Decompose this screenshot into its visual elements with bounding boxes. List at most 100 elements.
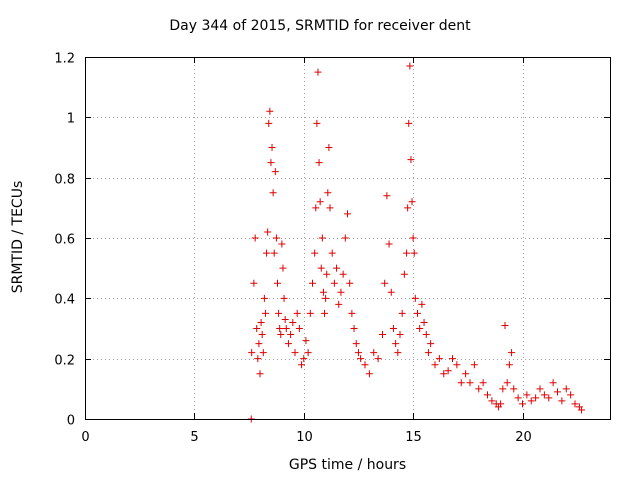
data-point bbox=[255, 340, 263, 348]
data-point bbox=[291, 349, 299, 357]
data-point bbox=[422, 331, 430, 339]
data-point bbox=[508, 349, 516, 357]
data-point bbox=[337, 288, 345, 296]
x-axis-label: GPS time / hours bbox=[288, 457, 407, 473]
data-point bbox=[479, 379, 487, 387]
data-point bbox=[449, 355, 456, 363]
data-point bbox=[263, 249, 271, 257]
data-point bbox=[562, 385, 570, 393]
y-tick-label: 0 bbox=[67, 414, 75, 429]
data-point bbox=[271, 168, 279, 176]
data-point bbox=[267, 159, 275, 167]
data-point bbox=[406, 62, 414, 70]
data-point bbox=[322, 294, 330, 302]
data-point bbox=[325, 144, 333, 151]
data-point bbox=[514, 394, 522, 402]
data-point bbox=[470, 361, 478, 369]
data-point bbox=[462, 370, 470, 378]
data-point bbox=[268, 144, 276, 151]
data-point bbox=[317, 264, 325, 272]
data-point bbox=[270, 249, 278, 257]
data-point bbox=[278, 240, 286, 248]
data-point bbox=[405, 119, 413, 127]
data-point bbox=[409, 234, 417, 242]
data-point bbox=[571, 400, 579, 408]
data-point bbox=[287, 331, 295, 339]
data-point bbox=[264, 228, 272, 236]
y-tick-label: 0.8 bbox=[54, 173, 75, 188]
y-tick-label: 1.2 bbox=[54, 52, 75, 67]
data-point bbox=[536, 385, 544, 393]
data-point bbox=[440, 370, 448, 378]
data-point bbox=[545, 394, 553, 402]
data-point bbox=[379, 331, 386, 339]
data-point bbox=[444, 367, 452, 375]
data-point bbox=[578, 406, 586, 414]
data-point bbox=[266, 107, 274, 115]
x-tick-label: 5 bbox=[190, 430, 198, 445]
data-point bbox=[289, 318, 297, 326]
data-point bbox=[300, 355, 308, 363]
data-point bbox=[408, 198, 416, 206]
x-tick-label: 10 bbox=[296, 430, 313, 445]
y-tick-label: 0.2 bbox=[54, 354, 75, 369]
data-points bbox=[247, 62, 586, 423]
data-point bbox=[361, 361, 369, 369]
data-point bbox=[350, 325, 358, 332]
x-tick-label: 15 bbox=[405, 430, 422, 445]
data-point bbox=[319, 288, 327, 296]
plot-frame bbox=[85, 57, 611, 420]
data-point bbox=[352, 340, 360, 348]
y-axis-label: SRMTID / TECUs bbox=[10, 180, 26, 294]
data-point bbox=[312, 204, 320, 212]
data-point bbox=[540, 391, 548, 399]
data-point bbox=[298, 361, 306, 369]
data-point bbox=[348, 309, 356, 317]
data-point bbox=[392, 340, 400, 348]
axis-ticks: 0 5 10 15 20 0 0.2 0.4 0.6 0.8 1 1.2 bbox=[54, 52, 610, 445]
chart-title: Day 344 of 2015, SRMTID for receiver den… bbox=[169, 18, 471, 34]
data-point bbox=[335, 300, 343, 308]
data-point bbox=[554, 388, 561, 396]
data-point bbox=[254, 355, 262, 363]
data-point bbox=[304, 349, 312, 357]
data-point bbox=[503, 379, 511, 387]
data-point bbox=[527, 397, 535, 405]
data-point bbox=[416, 325, 424, 332]
data-point bbox=[424, 349, 432, 357]
data-point bbox=[383, 192, 391, 200]
data-point bbox=[295, 325, 303, 332]
data-point bbox=[385, 240, 393, 248]
data-point bbox=[374, 355, 382, 363]
data-point bbox=[272, 234, 280, 242]
data-point bbox=[365, 370, 373, 378]
data-point bbox=[418, 300, 426, 308]
data-point bbox=[324, 189, 332, 197]
data-point bbox=[274, 279, 281, 287]
data-point bbox=[259, 349, 267, 357]
data-point bbox=[431, 361, 439, 369]
data-point bbox=[309, 279, 316, 287]
data-point bbox=[501, 321, 509, 329]
data-point bbox=[400, 270, 408, 278]
y-tick-label: 0.4 bbox=[54, 293, 75, 308]
data-point bbox=[314, 68, 322, 76]
data-point bbox=[403, 249, 411, 257]
data-point bbox=[311, 249, 319, 257]
data-point bbox=[457, 379, 465, 387]
data-point bbox=[341, 234, 349, 242]
data-point bbox=[260, 294, 268, 302]
data-point bbox=[276, 325, 284, 332]
x-tick-label: 20 bbox=[515, 430, 532, 445]
data-point bbox=[381, 279, 389, 287]
data-point bbox=[313, 119, 321, 127]
data-point bbox=[315, 159, 323, 167]
data-point bbox=[333, 264, 341, 272]
data-point bbox=[475, 385, 483, 393]
data-point bbox=[344, 210, 351, 218]
y-tick-label: 1 bbox=[67, 112, 75, 127]
data-point bbox=[567, 391, 575, 399]
data-point bbox=[339, 270, 347, 278]
data-point bbox=[497, 400, 505, 408]
